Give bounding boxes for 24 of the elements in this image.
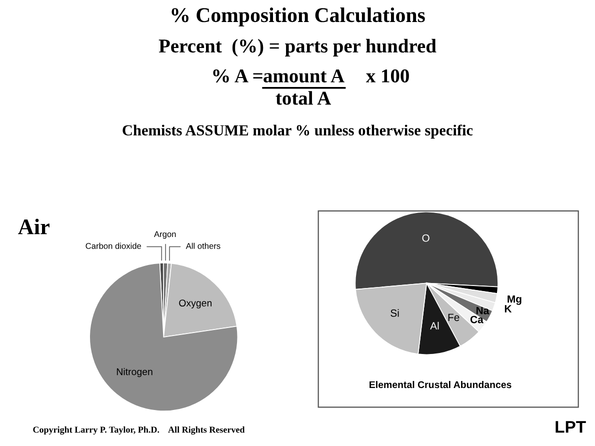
slice-label: All others bbox=[186, 242, 220, 249]
text: total A bbox=[276, 91, 331, 105]
slice-label: Na bbox=[476, 307, 490, 314]
slice-label: Oxygen bbox=[179, 300, 212, 308]
slice-label: Carbon dioxide bbox=[86, 242, 142, 249]
text: amount A bbox=[264, 69, 344, 83]
slice-label: Fe bbox=[448, 314, 460, 322]
text: % A = bbox=[213, 69, 262, 83]
slice-label: Al bbox=[430, 322, 439, 330]
slice-label: Argon bbox=[154, 231, 176, 239]
text: Copyright Larry P. Taylor, Ph.D. All Rights Reserved bbox=[33, 426, 245, 435]
slice-label: Nitrogen bbox=[116, 368, 152, 378]
text: % Composition Calculations bbox=[172, 8, 425, 26]
slice-label: K bbox=[504, 305, 512, 312]
slice-label: O bbox=[422, 234, 430, 242]
slice-label: Si bbox=[390, 309, 399, 317]
chart-title: Air bbox=[18, 218, 50, 234]
text: Elemental Crustal Abundances bbox=[370, 380, 512, 388]
text: LPT bbox=[556, 421, 586, 433]
text: Chemists ASSUME molar % unless otherwise specific bbox=[122, 124, 473, 139]
text: Percent (%) = parts per hundred bbox=[158, 38, 436, 57]
text: x 100 bbox=[366, 69, 409, 82]
slice-label: Ca bbox=[470, 316, 484, 324]
slice-label: Mg bbox=[508, 295, 522, 305]
